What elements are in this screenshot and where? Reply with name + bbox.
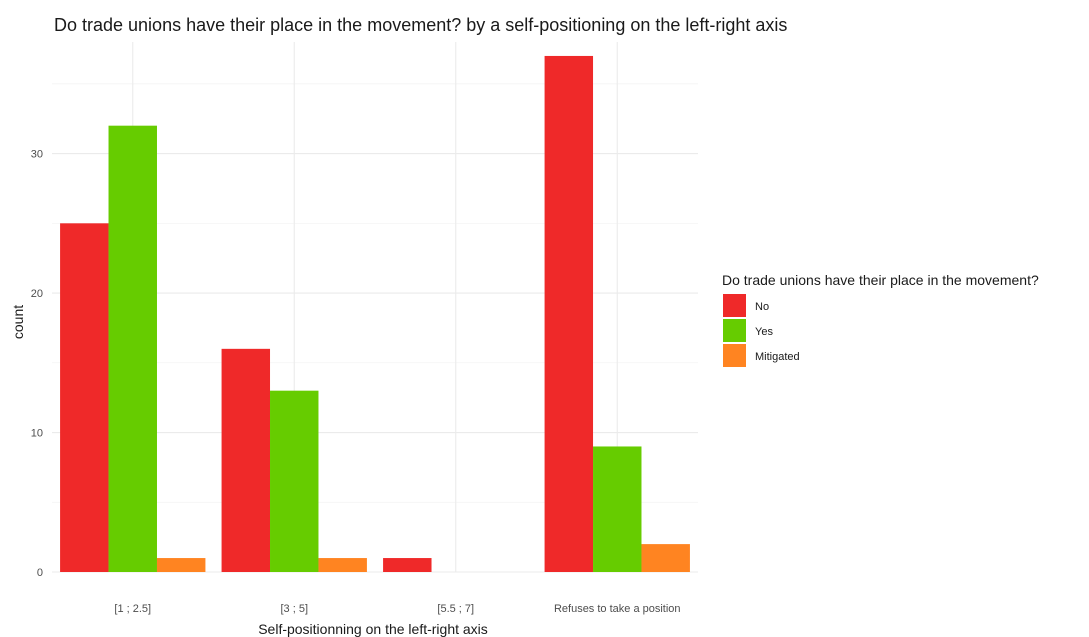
y-tick-label: 20: [31, 288, 43, 300]
legend-swatch-no: [723, 294, 746, 317]
bars-group: [60, 55, 690, 573]
y-tick-labels: 0 10 20 30: [31, 149, 43, 579]
bar-no-1: [60, 223, 109, 572]
bar-mitigated-4: [641, 544, 690, 572]
y-tick-label: 0: [37, 567, 43, 579]
bar-no-4: [544, 55, 594, 572]
legend-swatch-yes: [723, 319, 746, 342]
legend-label-no: No: [755, 301, 769, 313]
legend-title: Do trade unions have their place in the …: [722, 272, 1039, 288]
bar-yes-2: [270, 390, 319, 572]
legend: Do trade unions have their place in the …: [722, 272, 1039, 367]
chart-title: Do trade unions have their place in the …: [54, 15, 787, 35]
x-tick-label: [1 ; 2.5]: [114, 603, 151, 615]
legend-label-yes: Yes: [755, 326, 773, 338]
bar-yes-4: [593, 446, 642, 572]
y-axis-title: count: [10, 305, 26, 339]
bar-mitigated-1: [156, 558, 206, 572]
x-tick-label: Refuses to take a position: [554, 603, 681, 615]
x-tick-label: [5.5 ; 7]: [437, 603, 474, 615]
legend-label-mitigated: Mitigated: [755, 351, 800, 363]
bar-mitigated-2: [318, 558, 367, 572]
x-axis-title: Self-positionning on the left-right axis: [258, 621, 488, 637]
x-tick-labels: [1 ; 2.5] [3 ; 5] [5.5 ; 7] Refuses to take…: [114, 603, 680, 615]
x-tick-label: [3 ; 5]: [280, 603, 308, 615]
bar-no-2: [221, 348, 271, 572]
legend-swatch-mitigated: [723, 344, 746, 367]
y-tick-label: 30: [31, 149, 43, 161]
bar-no-3: [383, 558, 432, 572]
bar-yes-1: [108, 125, 157, 573]
y-tick-label: 10: [31, 428, 43, 440]
